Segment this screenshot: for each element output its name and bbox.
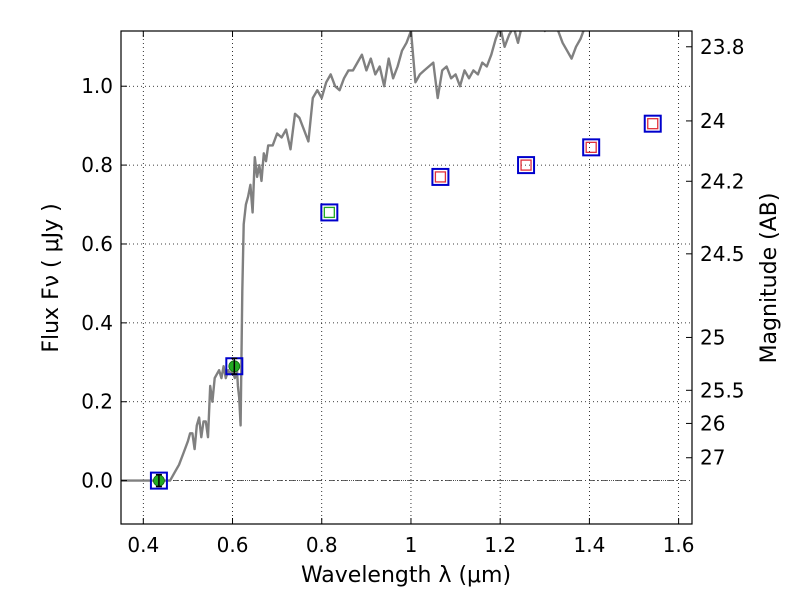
y-tick-label: 0.2 <box>81 390 113 414</box>
red-squares-marker <box>434 171 447 183</box>
blue-square-marker <box>517 156 536 175</box>
model-spectrum-line <box>121 31 585 482</box>
blue-square-marker <box>320 203 339 222</box>
x-tick-label: 1.2 <box>484 533 516 557</box>
right-tick-label: 25.5 <box>700 378 745 402</box>
red-squares-marker <box>647 118 659 130</box>
x-tick-label: 1 <box>405 533 418 557</box>
right-tick-label: 24.5 <box>700 242 745 266</box>
right-tick-label: 26 <box>700 411 725 435</box>
right-tick-label: 23.8 <box>700 35 745 59</box>
x-tick-label: 0.4 <box>127 533 159 557</box>
right-axis-ticks: 23.8 24 24.2 24.5 25 25.5 26 27 <box>686 35 745 470</box>
y-axis-ticks: 0.0 0.2 0.4 0.6 0.8 1.0 <box>81 74 127 493</box>
x-tick-label: 0.6 <box>217 533 249 557</box>
blue-square-marker <box>582 138 601 157</box>
right-tick-label: 27 <box>700 446 725 470</box>
blue-square-marker <box>149 471 168 490</box>
y-tick-label: 0.4 <box>81 311 113 335</box>
y-axis-label: Flux Fν ( μJy ) <box>39 203 64 352</box>
plot-frame <box>120 30 693 525</box>
x-axis-ticks: 0.4 0.6 0.8 1 1.2 1.4 1.6 <box>127 31 695 557</box>
right-tick-label: 25 <box>700 325 725 349</box>
red-squares-marker <box>520 159 532 171</box>
x-tick-label: 0.8 <box>306 533 338 557</box>
x-tick-label: 1.4 <box>573 533 605 557</box>
y-tick-label: 0.6 <box>81 232 113 256</box>
y-tick-label: 0.0 <box>81 469 113 493</box>
green-square-marker <box>323 206 335 219</box>
right-axis-label: Magnitude (AB) <box>757 193 782 364</box>
x-tick-label: 1.6 <box>663 533 695 557</box>
blue-square-marker <box>643 114 662 133</box>
y-tick-label: 0.8 <box>81 153 113 177</box>
blue-square-marker <box>431 167 450 186</box>
y-tick-label: 1.0 <box>81 74 113 98</box>
grid-lines <box>121 31 692 524</box>
plot-area <box>121 31 662 490</box>
red-squares-marker <box>585 141 597 153</box>
right-tick-label: 24.2 <box>700 169 745 193</box>
right-tick-label: 24 <box>700 109 725 133</box>
x-axis-label: Wavelength λ (μm) <box>301 563 511 588</box>
